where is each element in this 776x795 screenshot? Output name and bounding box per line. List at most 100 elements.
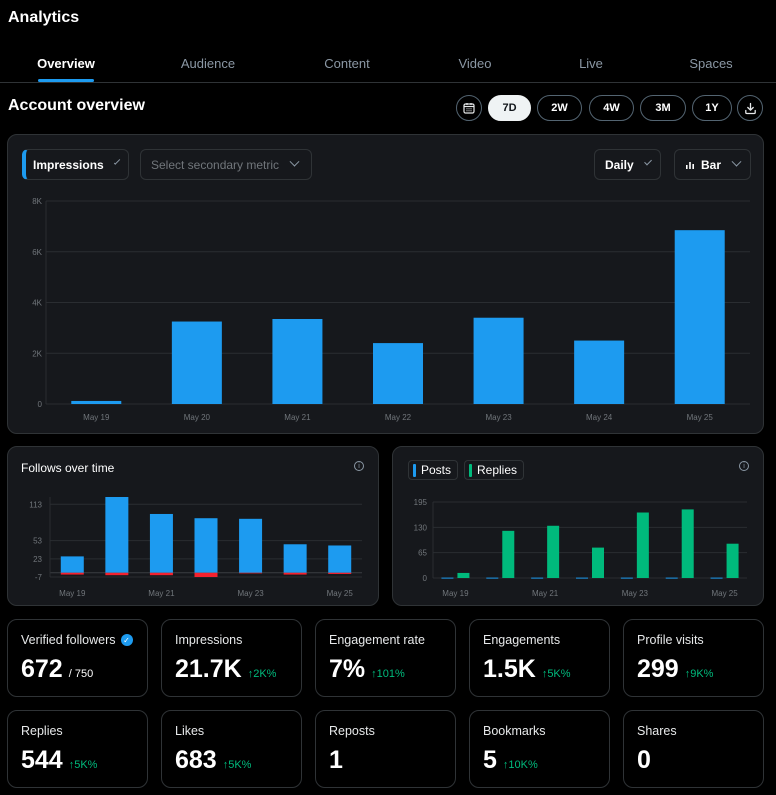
tab-label: Spaces — [689, 55, 733, 71]
impressions-chart: 0 2K 4K 6K 8K May 19 May 20 May 21 May 22 May 23 M… — [32, 197, 750, 422]
x-tick-label: May 19 — [83, 413, 110, 422]
calendar-button[interactable] — [456, 95, 482, 121]
y-tick-label: 53 — [33, 537, 42, 546]
posts-bar — [620, 577, 633, 579]
posts-bar — [665, 577, 678, 579]
stat-value: 544 — [21, 746, 63, 774]
secondary-metric-select[interactable]: Select secondary metric — [140, 149, 312, 180]
replies-bar — [726, 543, 739, 578]
stat-delta: ↑5K% — [542, 668, 571, 680]
x-tick-label: May 22 — [385, 413, 412, 422]
tab-label: Overview — [37, 55, 95, 71]
stat-engagements[interactable]: Engagements 1.5K ↑5K% — [469, 619, 610, 697]
legend-replies[interactable]: Replies — [464, 460, 525, 480]
unfollows-bar — [60, 572, 84, 575]
chart-type-select[interactable]: Bar — [674, 149, 751, 180]
y-tick-label: 8K — [32, 197, 42, 206]
arrow-up-icon: ↑ — [68, 759, 75, 771]
x-tick-label: May 23 — [237, 589, 264, 598]
stat-engagement-rate[interactable]: Engagement rate 7% ↑101% — [315, 619, 456, 697]
arrow-up-icon: ↑ — [247, 668, 254, 680]
bar-chart-icon — [685, 161, 694, 169]
stat-label: Profile visits — [637, 633, 704, 647]
follows-bar — [194, 518, 218, 573]
stat-reposts[interactable]: Reposts 1 — [315, 710, 456, 788]
legend-swatch — [469, 463, 472, 477]
follows-bar — [328, 545, 352, 573]
follows-card: Follows over time i -7 23 53 113 May 19 May 2… — [7, 446, 379, 606]
stat-bookmarks[interactable]: Bookmarks 5 ↑10K% — [469, 710, 610, 788]
stat-label: Engagements — [483, 633, 561, 647]
x-tick-label: May 23 — [485, 413, 512, 422]
download-icon — [744, 102, 756, 114]
stat-delta-value: 10K% — [508, 759, 538, 771]
stat-replies[interactable]: Replies 544 ↑5K% — [7, 710, 148, 788]
x-tick-label: May 24 — [586, 413, 613, 422]
stat-label: Replies — [21, 724, 63, 738]
stat-delta: ↑10K% — [503, 759, 538, 771]
follows-chart: -7 23 53 113 May 19 May 21 May 23 May 25 — [29, 497, 362, 598]
follows-bar — [60, 556, 84, 573]
info-icon[interactable]: i — [739, 461, 749, 471]
stat-delta-value: 2K% — [253, 668, 277, 680]
impressions-bar — [473, 317, 524, 404]
unfollows-bar — [283, 572, 307, 575]
range-1y-button[interactable]: 1Y — [692, 95, 732, 121]
tab-content[interactable]: Content — [307, 44, 387, 82]
stat-value: 683 — [175, 746, 217, 774]
legend-label: Replies — [477, 463, 518, 477]
stat-impressions[interactable]: Impressions 21.7K ↑2K% — [161, 619, 302, 697]
chart-type-label: Bar — [700, 157, 721, 172]
tab-audience[interactable]: Audience — [168, 44, 248, 82]
range-2w-button[interactable]: 2W — [537, 95, 582, 121]
stat-likes[interactable]: Likes 683 ↑5K% — [161, 710, 302, 788]
range-3m-button[interactable]: 3M — [640, 95, 686, 121]
x-tick-label: May 19 — [442, 589, 469, 598]
interval-select[interactable]: Daily — [594, 149, 661, 180]
main-chart-card: Impressions Select secondary metric Dail… — [7, 134, 764, 434]
follows-bar — [105, 497, 129, 573]
tab-label: Video — [458, 55, 492, 71]
legend-swatch — [413, 463, 416, 477]
x-tick-label: May 25 — [687, 413, 714, 422]
posts-bar — [710, 577, 723, 579]
arrow-up-icon: ↑ — [222, 759, 229, 771]
follows-bar — [149, 513, 173, 573]
impressions-bar — [272, 318, 323, 404]
posts-bar — [486, 577, 499, 579]
stat-verified-followers[interactable]: Verified followers ✓ 672 / 750 — [7, 619, 148, 697]
x-tick-label: May 19 — [59, 589, 86, 598]
impressions-bar — [71, 400, 122, 404]
y-tick-label: 23 — [33, 555, 42, 564]
y-tick-label: 0 — [38, 400, 43, 409]
calendar-icon — [463, 103, 475, 114]
stat-shares[interactable]: Shares 0 — [623, 710, 764, 788]
tab-live[interactable]: Live — [551, 44, 631, 82]
stat-delta-value: 5K% — [74, 759, 98, 771]
stat-value: 1 — [329, 746, 343, 774]
posts-replies-chart: 0 65 130 195 May 19 May 21 May 23 May 25 — [414, 498, 747, 598]
range-7d-button[interactable]: 7D — [488, 95, 531, 121]
tab-video[interactable]: Video — [435, 44, 515, 82]
tab-overview[interactable]: Overview — [26, 44, 106, 82]
stat-label: Likes — [175, 724, 205, 738]
range-4w-button[interactable]: 4W — [589, 95, 634, 121]
stat-profile-visits[interactable]: Profile visits 299 ↑9K% — [623, 619, 764, 697]
tab-label: Content — [324, 55, 370, 71]
tab-spaces[interactable]: Spaces — [671, 44, 751, 82]
legend-posts[interactable]: Posts — [408, 460, 459, 480]
replies-bar — [592, 547, 604, 578]
x-tick-label: May 25 — [327, 589, 354, 598]
y-tick-label: 195 — [414, 498, 428, 507]
stat-delta: ↑101% — [371, 668, 405, 680]
stat-delta: ↑9K% — [685, 668, 714, 680]
posts-replies-card: Posts Replies i 0 65 130 195 May 19 May 21 May… — [392, 446, 764, 606]
stat-label: Reposts — [329, 724, 375, 738]
primary-metric-label: Impressions — [33, 157, 104, 172]
stat-value: 0 — [637, 746, 651, 774]
info-icon[interactable]: i — [354, 461, 364, 471]
download-button[interactable] — [737, 95, 763, 121]
primary-metric-select[interactable]: Impressions — [22, 149, 129, 180]
follows-bar — [239, 518, 263, 573]
arrow-up-icon: ↑ — [371, 668, 377, 680]
